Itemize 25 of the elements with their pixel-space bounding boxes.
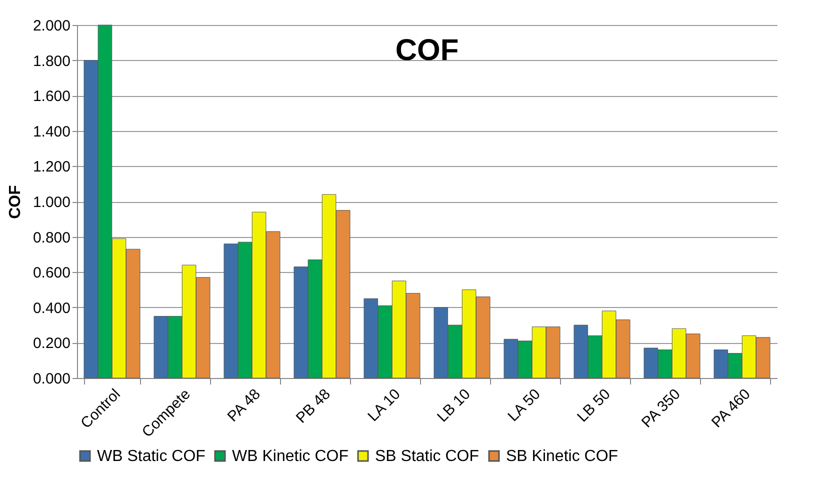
y-tick-label: 1.600 bbox=[32, 88, 70, 106]
y-axis-title: COF bbox=[6, 184, 24, 219]
y-tick-label: 0.800 bbox=[32, 229, 70, 246]
legend-label: WB Static COF bbox=[97, 448, 206, 465]
x-tick-label: LA 10 bbox=[364, 386, 404, 425]
y-tick-label: 1.000 bbox=[32, 194, 70, 211]
y-tick-label: 0.400 bbox=[32, 300, 70, 317]
x-tick-label: PA 350 bbox=[638, 386, 684, 432]
y-tick-label: 1.800 bbox=[32, 52, 70, 70]
legend-label: SB Static COF bbox=[375, 448, 480, 465]
x-tick-label: PA 48 bbox=[224, 386, 264, 426]
x-tick-label: PB 48 bbox=[292, 386, 334, 427]
legend-label: WB Kinetic COF bbox=[232, 448, 349, 465]
x-tick-label: PA 460 bbox=[708, 386, 754, 432]
chart-title: COF bbox=[395, 34, 459, 67]
y-tick-label: 0.000 bbox=[32, 370, 70, 388]
y-tick-label: 1.200 bbox=[32, 158, 70, 176]
legend-label: SB Kinetic COF bbox=[506, 448, 618, 465]
x-tick-label: LB 50 bbox=[574, 386, 614, 426]
x-tick-label: LA 50 bbox=[504, 386, 544, 425]
x-tick-label: LB 10 bbox=[434, 386, 474, 426]
y-tick-label: 0.600 bbox=[32, 264, 70, 282]
y-tick-label: 2.000 bbox=[32, 18, 70, 34]
y-tick-label: 0.200 bbox=[32, 335, 70, 352]
y-tick-label: 1.400 bbox=[32, 123, 70, 140]
